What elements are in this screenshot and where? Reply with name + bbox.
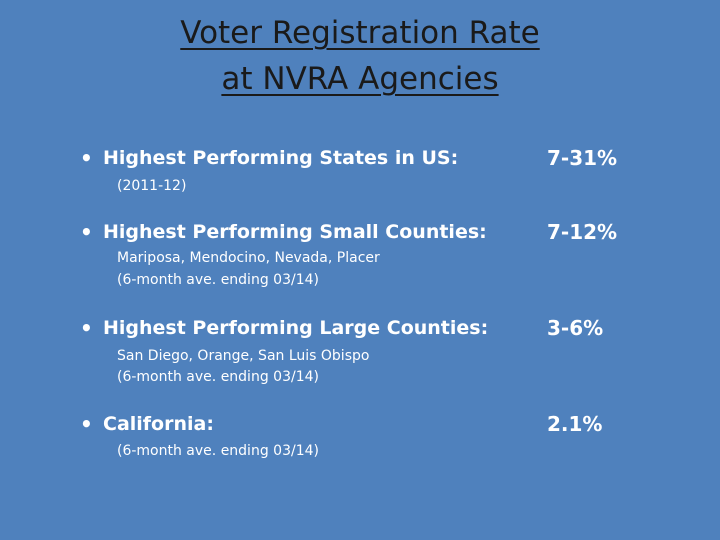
item-note-period: (6-month ave. ending 03/14)	[117, 272, 319, 288]
item-value: 3-6%	[547, 316, 604, 340]
item-note-period: (6-month ave. ending 03/14)	[117, 443, 319, 459]
item-value: 7-31%	[547, 146, 618, 170]
item-value: 7-12%	[547, 220, 618, 244]
item-label: Highest Performing Large Counties:	[103, 317, 489, 339]
title-line-2: at NVRA Agencies	[221, 61, 499, 97]
item-label: Highest Performing Small Counties:	[103, 221, 487, 243]
item-note-period: (6-month ave. ending 03/14)	[117, 369, 319, 385]
bullet-icon: •	[80, 412, 93, 436]
item-label: Highest Performing States in US:	[103, 147, 459, 169]
bullet-icon: •	[80, 220, 93, 244]
bullet-icon: •	[80, 146, 93, 170]
item-note-counties: San Diego, Orange, San Luis Obispo	[117, 348, 370, 364]
bullet-icon: •	[80, 316, 93, 340]
slide-title: Voter Registration Rate at NVRA Agencies	[0, 10, 720, 102]
item-note: (2011-12)	[117, 178, 187, 194]
item-label: California:	[103, 413, 214, 435]
title-line-1: Voter Registration Rate	[180, 15, 540, 51]
item-value: 2.1%	[547, 412, 603, 436]
item-note-counties: Mariposa, Mendocino, Nevada, Placer	[117, 250, 380, 266]
